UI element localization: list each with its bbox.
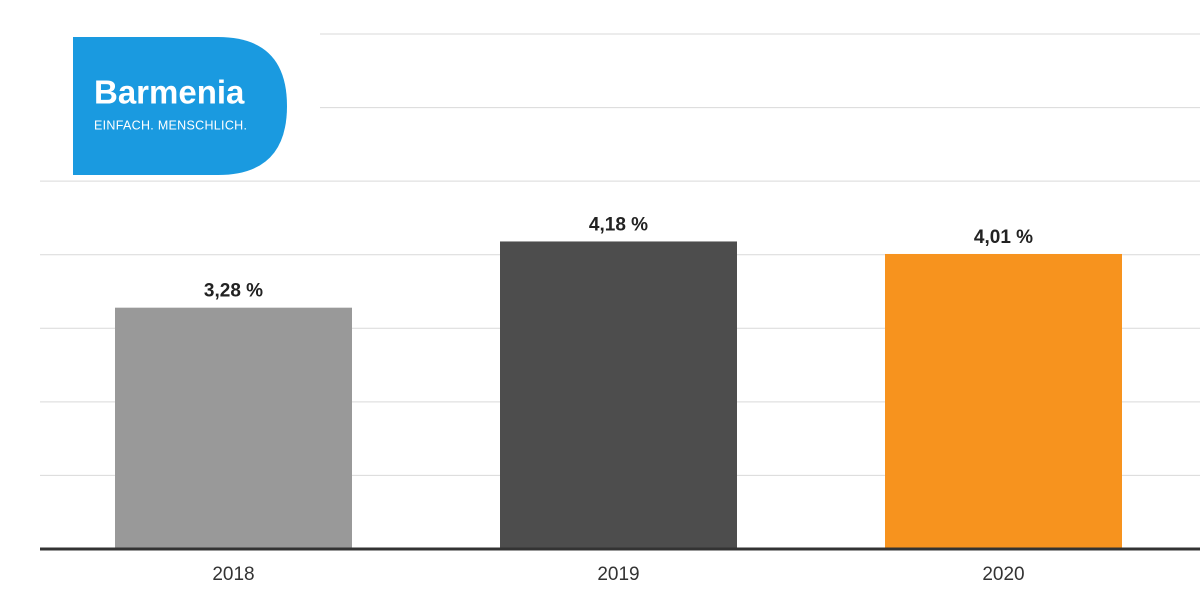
x-tick-label: 2019 [597,564,639,585]
bar [115,307,352,549]
value-label: 4,18 % [589,214,648,235]
value-label: 3,28 % [204,281,263,302]
logo-tagline: EINFACH. MENSCHLICH. [94,118,247,132]
value-label: 4,01 % [974,227,1033,248]
bar [500,241,737,549]
x-tick-label: 2020 [982,564,1024,585]
bar [885,253,1122,549]
x-tick-label: 2018 [212,564,254,585]
logo-name: Barmenia [94,74,245,111]
logo-shape [73,37,287,175]
